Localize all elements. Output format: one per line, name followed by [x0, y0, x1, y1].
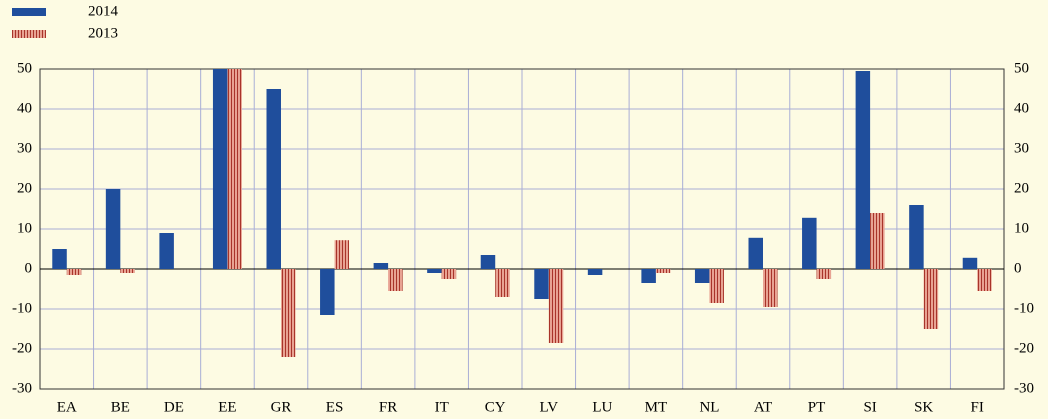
legend-label: 2014	[88, 3, 119, 19]
y-tick-label: 0	[25, 260, 33, 276]
plot-frame	[39, 68, 1005, 390]
x-tick-label: DE	[164, 399, 184, 415]
y-tick-label: -20	[12, 340, 32, 356]
bar	[495, 269, 510, 297]
x-tick-label: SI	[863, 399, 876, 415]
y-tick-label: 20	[17, 180, 32, 196]
x-tick-label: SK	[914, 399, 933, 415]
x-tick-label: PT	[808, 399, 826, 415]
bar	[281, 269, 296, 357]
x-tick-label: GR	[271, 399, 292, 415]
y2-tick-label: 50	[1014, 60, 1029, 76]
bar	[694, 269, 710, 283]
y2-tick-label: 30	[1014, 140, 1029, 156]
x-tick-label: FI	[971, 399, 984, 415]
y-tick-label: 40	[17, 100, 32, 116]
bar	[266, 89, 281, 269]
y2-tick-label: -20	[1014, 340, 1034, 356]
x-tick-label: BE	[111, 399, 130, 415]
bar	[977, 269, 992, 291]
bar	[388, 269, 403, 291]
x-tick-label: FR	[379, 399, 397, 415]
bar	[441, 269, 457, 279]
x-tick-label: IT	[435, 399, 449, 415]
y2-tick-label: -30	[1014, 380, 1034, 396]
bar	[748, 237, 763, 269]
y-tick-label: -10	[12, 300, 32, 316]
y2-tick-label: -10	[1014, 300, 1034, 316]
x-tick-label: AT	[754, 399, 772, 415]
bar	[962, 257, 978, 269]
bar	[548, 269, 564, 343]
y-tick-label: -30	[12, 380, 32, 396]
bar	[480, 255, 496, 269]
bar	[320, 269, 335, 315]
bar	[334, 240, 350, 269]
bar	[709, 269, 724, 303]
x-tick-label: NL	[699, 399, 719, 415]
bar	[66, 269, 82, 275]
y2-tick-label: 0	[1014, 260, 1022, 276]
y2-tick-label: 20	[1014, 180, 1029, 196]
x-tick-label: LU	[592, 399, 612, 415]
x-tick-label: EA	[57, 399, 77, 415]
bar	[120, 269, 135, 273]
y2-tick-label: 40	[1014, 100, 1029, 116]
y-tick-label: 50	[17, 60, 32, 76]
y-tick-label: 10	[17, 220, 32, 236]
legend-swatch	[12, 8, 46, 16]
y-tick-label: 30	[17, 140, 32, 156]
x-tick-label: ES	[326, 399, 344, 415]
y2-tick-label: 10	[1014, 220, 1029, 236]
bar	[655, 269, 671, 273]
bar	[212, 69, 228, 269]
bar	[855, 71, 871, 269]
bar	[641, 269, 656, 283]
bar	[373, 263, 389, 269]
bar	[909, 205, 924, 269]
bar	[227, 69, 242, 269]
bar	[870, 213, 885, 269]
bar	[763, 269, 778, 307]
legend-swatch	[12, 30, 46, 38]
bar	[802, 217, 817, 269]
bar	[105, 189, 121, 269]
x-tick-label: CY	[485, 399, 506, 415]
bar	[587, 269, 603, 275]
bar	[427, 269, 442, 273]
bar	[52, 249, 67, 269]
bar	[159, 233, 174, 269]
x-tick-label: MT	[645, 399, 668, 415]
x-tick-label: EE	[218, 399, 236, 415]
x-tick-label: LV	[539, 399, 558, 415]
bar	[534, 269, 549, 299]
legend-label: 2013	[88, 25, 118, 41]
bar	[923, 269, 939, 329]
bar	[816, 269, 832, 279]
